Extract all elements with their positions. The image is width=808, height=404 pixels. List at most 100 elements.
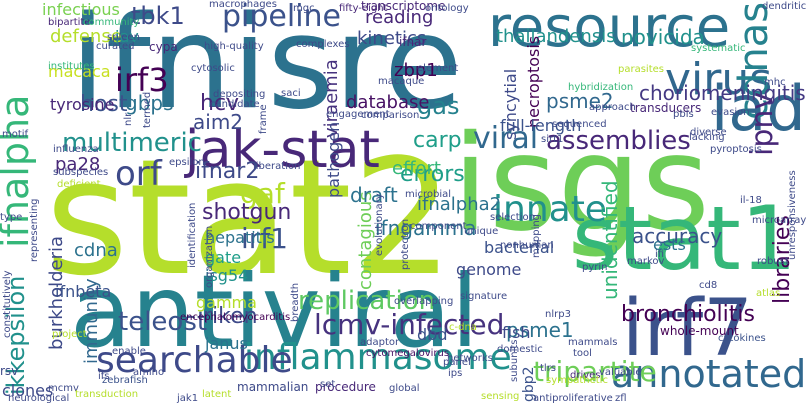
word-cloud-word: adaptor: [360, 337, 400, 348]
word-cloud-word: psme1: [506, 318, 574, 342]
word-cloud-word: resource: [488, 0, 731, 60]
word-cloud-word: isgs: [452, 107, 711, 261]
word-cloud-word: nonhuman: [500, 240, 554, 251]
word-cloud-word: inflammasome: [244, 337, 512, 378]
word-cloud-word: panel: [443, 357, 471, 368]
word-cloud-word: fifty-eight: [339, 3, 388, 14]
word-cloud-word: lacking: [689, 132, 725, 143]
word-cloud-word: macaque: [378, 76, 425, 87]
word-cloud-word: liberation: [253, 161, 301, 172]
word-cloud-word: novicida: [621, 25, 705, 49]
word-cloud-word: gbps: [125, 91, 174, 115]
word-cloud-word: shotgun: [202, 200, 292, 225]
word-cloud-word: bipartite: [48, 17, 91, 28]
word-cloud-word: cdna: [74, 240, 118, 261]
word-cloud-word: reading: [365, 7, 434, 28]
word-cloud-word: identification: [187, 202, 198, 268]
word-cloud-word: stat2: [45, 124, 454, 311]
word-cloud-word: epsilon: [169, 157, 205, 168]
word-cloud-word: pipeline: [222, 0, 342, 34]
word-cloud-word: selection: [490, 212, 535, 223]
word-cloud-word: robust: [757, 256, 789, 267]
word-cloud-word: macaca: [48, 62, 111, 81]
word-cloud-word: cytosolic: [191, 63, 235, 74]
word-cloud-word: multimeric: [62, 128, 202, 158]
word-cloud-word: encephalomyocarditis: [180, 312, 291, 323]
word-cloud-word: transcriptome: [361, 0, 446, 13]
word-cloud-word: protection: [400, 218, 411, 270]
word-cloud-word: constitutively: [2, 270, 13, 338]
word-cloud-word: cd8: [699, 280, 718, 291]
word-cloud-word: networks: [447, 353, 493, 364]
word-cloud-word: community: [83, 17, 140, 28]
word-cloud-word: irf7: [622, 284, 753, 374]
word-cloud-word: ifngamma: [375, 216, 477, 240]
word-cloud-word: ifnar: [399, 35, 427, 49]
word-cloud-word: necroptosis: [524, 35, 543, 128]
word-cloud-word: influenza: [53, 144, 99, 155]
word-cloud-word: valuable: [599, 367, 642, 378]
word-cloud-word: sequenced: [552, 119, 607, 130]
word-cloud-word: pyroptosis: [710, 144, 762, 155]
word-cloud-word: accuracy: [632, 224, 723, 248]
word-cloud-word: jak-stat: [185, 120, 380, 180]
word-cloud-word: fish: [502, 323, 531, 342]
word-cloud-word: mammals: [568, 337, 618, 348]
word-cloud-word: annotated: [611, 352, 807, 396]
word-cloud-word: rsv: [0, 364, 19, 378]
word-cloud-word: gaf: [240, 177, 285, 210]
word-cloud-word: teleost: [118, 307, 208, 337]
word-cloud-word: sirt1: [541, 134, 564, 145]
word-cloud-word: tbk1: [131, 2, 185, 30]
word-cloud-word: database: [346, 92, 430, 113]
word-cloud-word: microarray: [752, 215, 807, 226]
word-cloud-word: host: [80, 92, 128, 117]
word-cloud-word: institutes: [48, 61, 95, 72]
word-cloud-word: viral: [473, 121, 539, 156]
word-cloud-word: sympathetic: [546, 375, 608, 386]
word-cloud-word: tripartite: [533, 355, 657, 388]
word-cloud-word: ontology: [425, 3, 469, 14]
word-cloud-word: evolutionary: [374, 193, 385, 256]
word-cloud-word: antiproliferative: [533, 393, 613, 404]
word-cloud-word: depositing: [213, 89, 266, 100]
word-cloud-word: mgc: [293, 3, 315, 14]
word-cloud-word: orf: [115, 154, 162, 194]
word-cloud-word: nlr: [123, 112, 134, 126]
word-cloud-word: microbial: [405, 189, 452, 200]
word-cloud-word: organization: [204, 225, 215, 288]
word-cloud-word: amino: [133, 367, 165, 378]
word-cloud-word: breadth: [290, 282, 301, 322]
word-cloud-word: tyrosine: [50, 95, 115, 114]
word-cloud-word: tlrs: [540, 363, 557, 374]
word-cloud-word: drives: [570, 370, 601, 381]
word-cloud-word: element: [417, 63, 459, 74]
word-cloud-word: macrophages: [209, 0, 277, 10]
word-cloud-word: zbp1: [394, 60, 438, 81]
word-cloud-word: infectious: [42, 0, 120, 19]
word-cloud-word: antiviral: [70, 253, 479, 370]
word-cloud-word: mammalian: [237, 380, 309, 394]
word-cloud-word: transduction: [75, 389, 139, 400]
word-cloud-word: stat1: [572, 187, 797, 290]
word-cloud-word: parasites: [618, 64, 664, 75]
word-cloud-word: thailandensis: [496, 26, 616, 47]
word-cloud-word: irf3: [115, 61, 169, 99]
word-cloud-word: il-18: [740, 195, 762, 206]
word-cloud-word: zfl: [615, 393, 627, 404]
word-cloud-word: lcmv-infected: [314, 308, 505, 341]
word-cloud-word: cytomegalovirus: [366, 348, 450, 359]
word-cloud-word: overlapping: [394, 296, 454, 307]
word-cloud-word: subspecies: [53, 167, 109, 178]
word-cloud-word: mhc: [764, 77, 786, 88]
word-cloud-word: global: [389, 383, 420, 394]
word-cloud-word: genome: [456, 260, 522, 279]
word-cloud-word: searchable: [96, 340, 293, 381]
word-cloud-word: comparison: [361, 110, 420, 121]
word-cloud-word: dendritic: [762, 1, 807, 12]
word-cloud-word: engagement: [326, 109, 390, 120]
word-cloud-word: ifnbeta: [55, 282, 112, 301]
word-cloud-word: curated: [96, 41, 135, 52]
word-cloud-word: latent: [202, 389, 232, 400]
